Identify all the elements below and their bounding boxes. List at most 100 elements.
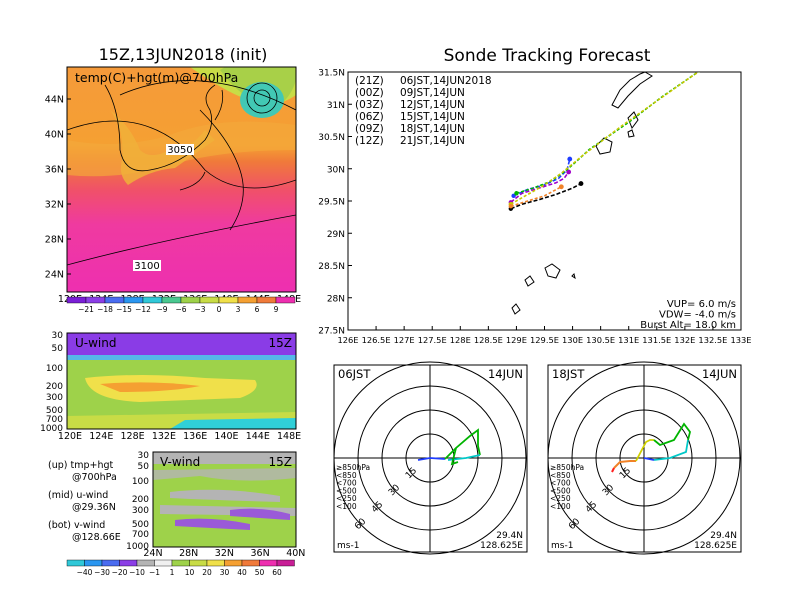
colorbar-label: 10 [185,568,195,577]
legend-label: 18JST,14JUN [400,123,465,135]
colorbar-swatch [84,559,103,567]
colorbar-swatch [119,559,138,567]
lon-label: 140E [214,431,238,442]
lon-label: 136E [183,431,207,442]
lat-label: 31N [327,101,345,111]
lon-label: 128E [450,335,471,345]
level-label: ≥850hPa [336,463,370,472]
track-end-point [566,169,572,175]
track-start-point [511,193,516,199]
lat-label: 24N [143,548,162,559]
panel-notes: (up) tmp+hgt@700hPa (mid) u-wind@29.36N (b… [48,460,121,543]
legend-code: (21Z) [355,75,384,87]
uwind-panel: U-wind 15Z [66,332,297,430]
colorbar-label: 50 [255,568,265,577]
tracking-lon-labels: 126E 126.5E 127E 127.5E 128E 128.5E 129E 129.5E… [337,326,752,345]
legend-code: (00Z) [355,87,384,99]
track-end-point [578,181,584,186]
track-start-point [514,191,519,196]
left-map-title: 15Z,13JUN2018 (init) [99,45,268,64]
pressure-label: 100 [132,477,149,487]
pressure-label: 500 [46,406,63,416]
vwind-title: V-wind [160,455,200,469]
polar-lon: 128.625E [480,541,523,551]
pressure-label: 50 [138,462,150,472]
wind-colorbar: −40 −30 −20 −10 −1 1 10 20 30 40 50 60 [66,559,295,577]
colorbar-label: −30 [94,568,110,577]
level-label: <500 [336,486,357,495]
lon-label: 133E [730,335,751,345]
colorbar-swatch [161,296,182,304]
colorbar-swatch [142,296,163,304]
colorbar-label: 40 [237,568,247,577]
colorbar-swatch [136,559,155,567]
pressure-label: 30 [138,451,150,461]
hodo-line [417,457,446,461]
lat-label: 24N [45,270,64,281]
colorbar-label: −12 [135,305,151,314]
lon-label: 144E [246,431,270,442]
colorbar-label: 60 [272,568,282,577]
contour-label-3050: 3050 [167,145,192,156]
lon-label: 124E [89,431,113,442]
lon-label: 132E [152,431,176,442]
param-text: VUP= 6.0 m/s [667,299,736,310]
lat-label: 28.5N [318,262,345,272]
pressure-label: 300 [132,506,149,516]
colorbar-label: −20 [112,568,128,577]
lon-label: 131.5E [642,335,671,345]
left-map: 3050 3100 temp(C)+hgt(m)@700hPa [66,66,297,293]
colorbar-swatch [241,559,260,567]
hodo-line [611,467,615,473]
lat-label: 27.5N [318,327,345,337]
legend-code: (06Z) [355,111,384,123]
track-line-4 [510,72,700,205]
level-label: <700 [550,479,571,488]
colorbar-swatch [85,296,106,304]
tracking-title: Sonde Tracking Forecast [444,46,651,66]
note-head: (mid) u-wind [48,490,108,501]
colorbar-swatch [171,559,190,567]
lon-label: 126E [337,335,358,345]
colorbar-label: −40 [77,568,93,577]
tracking-map [347,71,742,331]
polar-lon: 128.625E [694,541,737,551]
level-label: <500 [550,486,571,495]
field-label: temp(C)+hgt(m)@700hPa [75,70,238,85]
lon-label: 120E [58,431,82,442]
colorbar-label: −15 [116,305,132,314]
legend-label: 09JST,14JUN [400,87,465,99]
lat-label: 28N [45,235,64,246]
polar-date: 14JUN [702,367,737,381]
colorbar-label: 9 [274,305,279,314]
colorbar-swatch [237,296,258,304]
colorbar-swatch [206,559,225,567]
colorbar-swatch [218,296,239,304]
colorbar-label: 3 [236,305,241,314]
lon-label: 131E [618,335,639,345]
level-label: <250 [336,494,357,503]
hodo-line [450,447,459,466]
lon-label: 130E [562,335,583,345]
colorbar-label: −1 [149,568,160,577]
left-map-lat-labels: 44N 40N 36N 32N 28N 24N [45,95,71,281]
colorbar-label: −6 [175,305,186,314]
legend-code: (12Z) [355,135,384,147]
temperature-colorbar: −21 −18 −15 −12 −9 −6 −3 0 3 6 9 [66,296,296,314]
vwind-lat-labels: 24N 28N 32N 36N 40N [143,548,305,559]
lon-label: 132E [674,335,695,345]
pressure-label: 50 [52,344,64,354]
lat-label: 36N [45,165,64,176]
level-label: <850 [336,471,357,480]
uwind-lon-labels: 120E 124E 128E 132E 136E 140E 144E 148E [58,431,301,442]
colorbar-label: 1 [170,568,175,577]
pressure-label: 200 [132,495,149,505]
level-label: <100 [336,502,357,511]
lat-label: 32N [215,548,234,559]
level-label: ≥850hPa [550,463,584,472]
colorbar-swatch [189,559,208,567]
lon-label: 130.5E [586,335,615,345]
colorbar-swatch [154,559,173,567]
tracking-legend: (21Z) 06JST,14JUN2018 (00Z) 09JST,14JUN (03Z… [355,75,492,147]
